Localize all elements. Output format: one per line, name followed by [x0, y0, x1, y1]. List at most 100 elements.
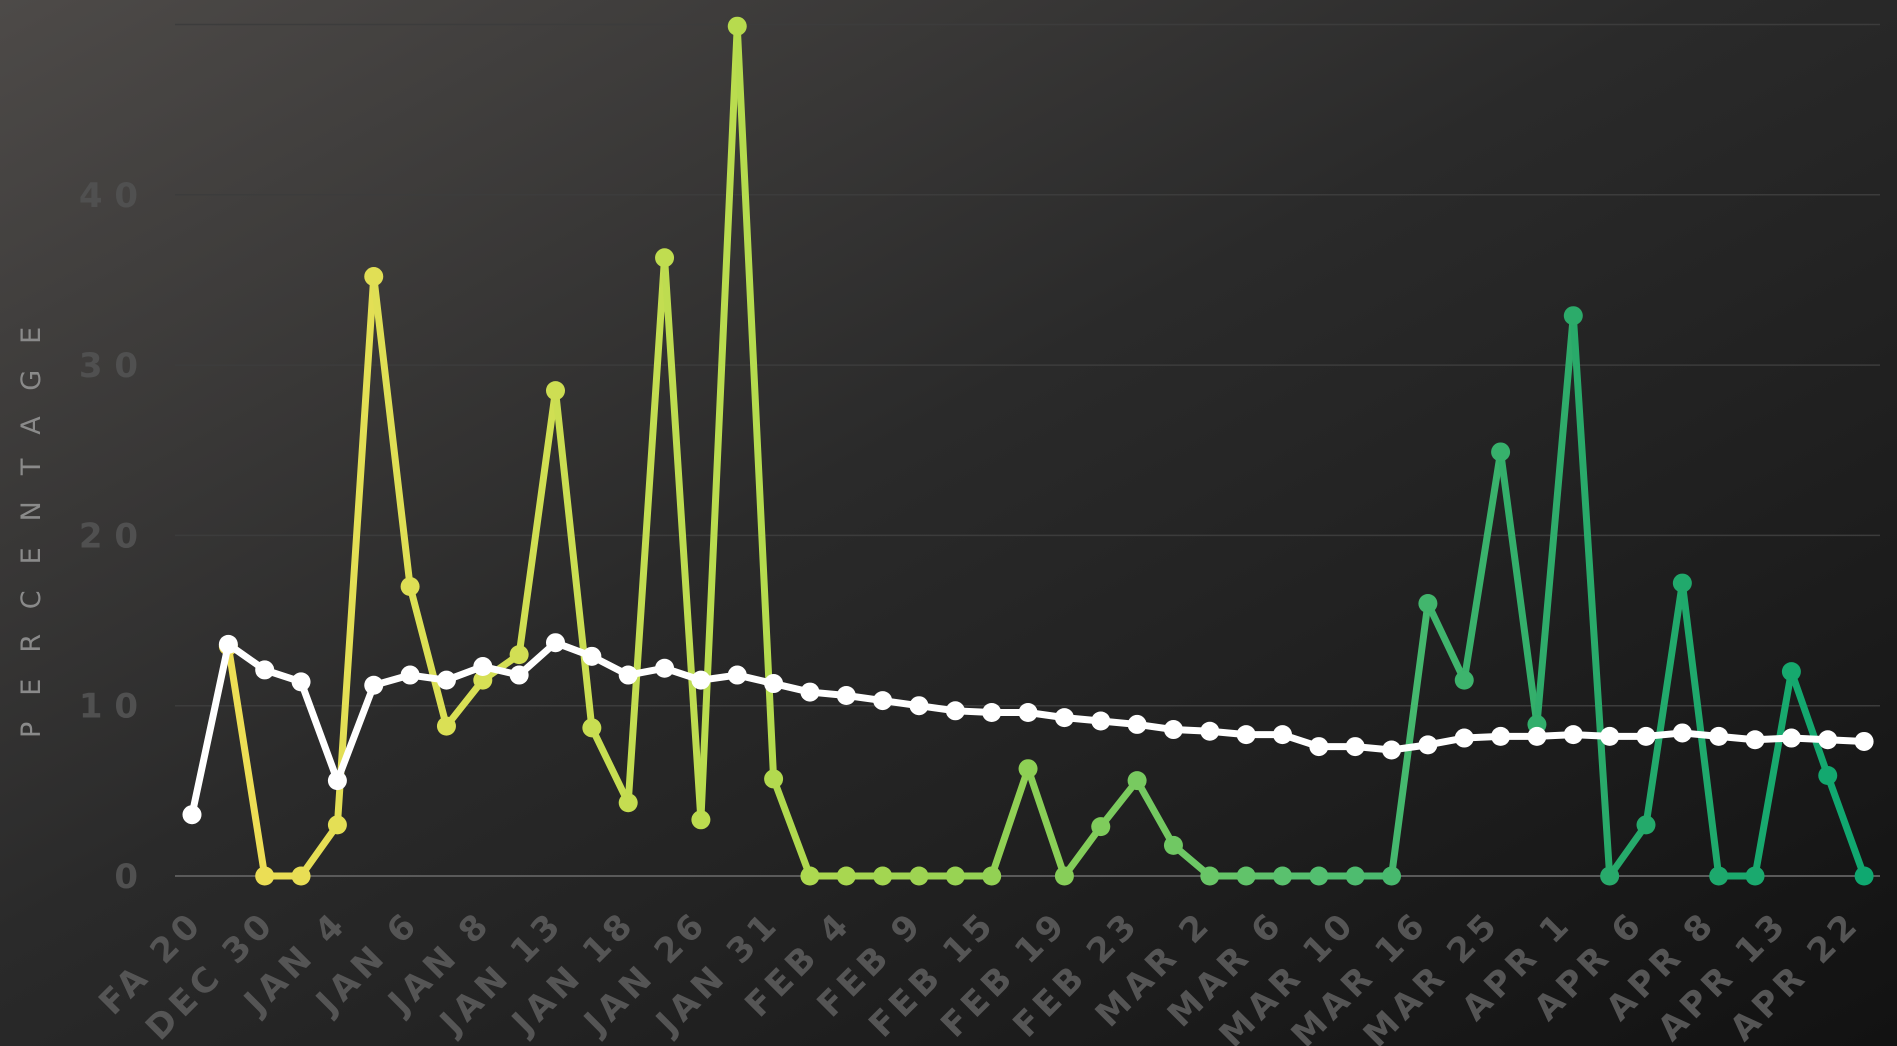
- y-tick-label: 1 0: [79, 687, 138, 727]
- data-point: [1382, 740, 1402, 760]
- data-point: [1018, 703, 1038, 723]
- data-point: [509, 665, 529, 685]
- data-point: [1781, 662, 1801, 682]
- data-point: [1709, 866, 1729, 886]
- data-point: [1745, 866, 1765, 886]
- data-point: [873, 691, 893, 711]
- series-segment: [297, 821, 341, 880]
- data-point: [546, 381, 565, 401]
- series-segment: [1460, 448, 1505, 684]
- series-segment: [697, 22, 741, 824]
- data-point: [873, 866, 893, 886]
- data-point: [1018, 759, 1038, 779]
- data-point: [1127, 771, 1147, 791]
- data-point: [1236, 725, 1256, 745]
- data-point: [582, 646, 602, 666]
- data-point: [1600, 726, 1620, 746]
- y-axis-ticks: 0 1 0 2 0 3 0 4 0: [79, 176, 138, 897]
- data-point: [982, 866, 1002, 886]
- data-point: [364, 675, 384, 695]
- y-axis-label: PERCENTAGE: [16, 301, 47, 738]
- y-tick-label: 4 0: [79, 176, 138, 216]
- series-segment: [588, 724, 632, 807]
- series-segment: [1060, 823, 1105, 880]
- data-point: [1636, 815, 1656, 835]
- data-point: [291, 866, 311, 886]
- series-segment: [624, 254, 669, 807]
- y-tick-label: 2 0: [79, 516, 138, 556]
- data-point: [1672, 723, 1692, 743]
- data-point: [1454, 670, 1474, 690]
- data-point: [1309, 866, 1329, 886]
- data-point: [400, 665, 420, 685]
- series-segment: [1642, 579, 1686, 829]
- data-point: [1309, 737, 1329, 757]
- data-point: [1054, 708, 1074, 728]
- data-point: [327, 815, 347, 835]
- data-point: [364, 267, 384, 287]
- series-segment: [1097, 777, 1141, 831]
- y-tick-label: 3 0: [79, 346, 138, 386]
- data-point: [327, 771, 347, 791]
- data-point: [1382, 866, 1402, 886]
- data-point: [1273, 866, 1292, 886]
- data-point: [764, 769, 784, 789]
- data-point: [1127, 714, 1147, 734]
- data-point: [1091, 711, 1111, 731]
- data-point: [1563, 306, 1583, 326]
- data-point: [1818, 730, 1838, 750]
- data-point: [1745, 730, 1765, 750]
- series-segment: [1606, 821, 1650, 880]
- data-point: [291, 672, 311, 692]
- data-point: [1600, 866, 1620, 886]
- series-segment: [1497, 448, 1541, 728]
- data-point: [727, 16, 747, 36]
- data-point: [1418, 735, 1438, 755]
- series-segment: [370, 273, 414, 590]
- data-point: [618, 665, 638, 685]
- data-point: [1418, 594, 1438, 614]
- data-point: [836, 866, 856, 886]
- series-segment: [333, 681, 378, 785]
- data-point: [764, 674, 784, 694]
- series-segment: [224, 642, 269, 880]
- series-segment: [1569, 312, 1614, 880]
- data-point: [1236, 866, 1256, 886]
- data-point: [1854, 866, 1874, 886]
- series-segment: [1424, 600, 1468, 684]
- data-point: [400, 576, 420, 596]
- series-average: [182, 633, 1874, 825]
- data-point: [618, 793, 638, 813]
- data-point: [1491, 442, 1511, 462]
- data-point: [836, 685, 856, 705]
- series-segment: [1388, 600, 1432, 880]
- data-point: [255, 866, 275, 886]
- data-point: [727, 665, 747, 685]
- series-segment: [1024, 765, 1068, 880]
- data-point: [436, 670, 456, 690]
- data-point: [1491, 726, 1511, 746]
- data-point: [182, 805, 202, 825]
- data-point: [1454, 728, 1474, 748]
- y-tick-label: 0: [114, 857, 138, 897]
- data-point: [909, 866, 929, 886]
- series-segment: [1787, 668, 1832, 780]
- data-point: [1200, 721, 1220, 741]
- data-point: [1818, 766, 1838, 786]
- data-point: [655, 248, 675, 268]
- data-point: [945, 701, 965, 721]
- data-point: [473, 657, 493, 677]
- series-segment: [1824, 772, 1868, 880]
- series-segment: [333, 273, 378, 829]
- data-point: [1709, 726, 1729, 746]
- data-point: [1672, 573, 1692, 593]
- data-point: [473, 670, 493, 690]
- series-segment: [515, 387, 559, 659]
- data-point: [546, 633, 565, 653]
- data-point: [691, 670, 711, 690]
- series-segment: [988, 765, 1032, 880]
- series-segment: [297, 678, 341, 785]
